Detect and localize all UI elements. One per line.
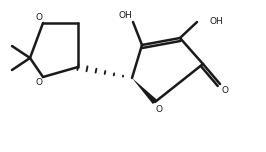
Text: O: O <box>35 13 42 22</box>
Text: O: O <box>156 105 163 114</box>
Text: OH: OH <box>118 11 132 20</box>
Text: O: O <box>35 78 42 87</box>
Text: OH: OH <box>209 17 223 26</box>
Text: O: O <box>221 86 228 95</box>
Polygon shape <box>132 78 157 104</box>
